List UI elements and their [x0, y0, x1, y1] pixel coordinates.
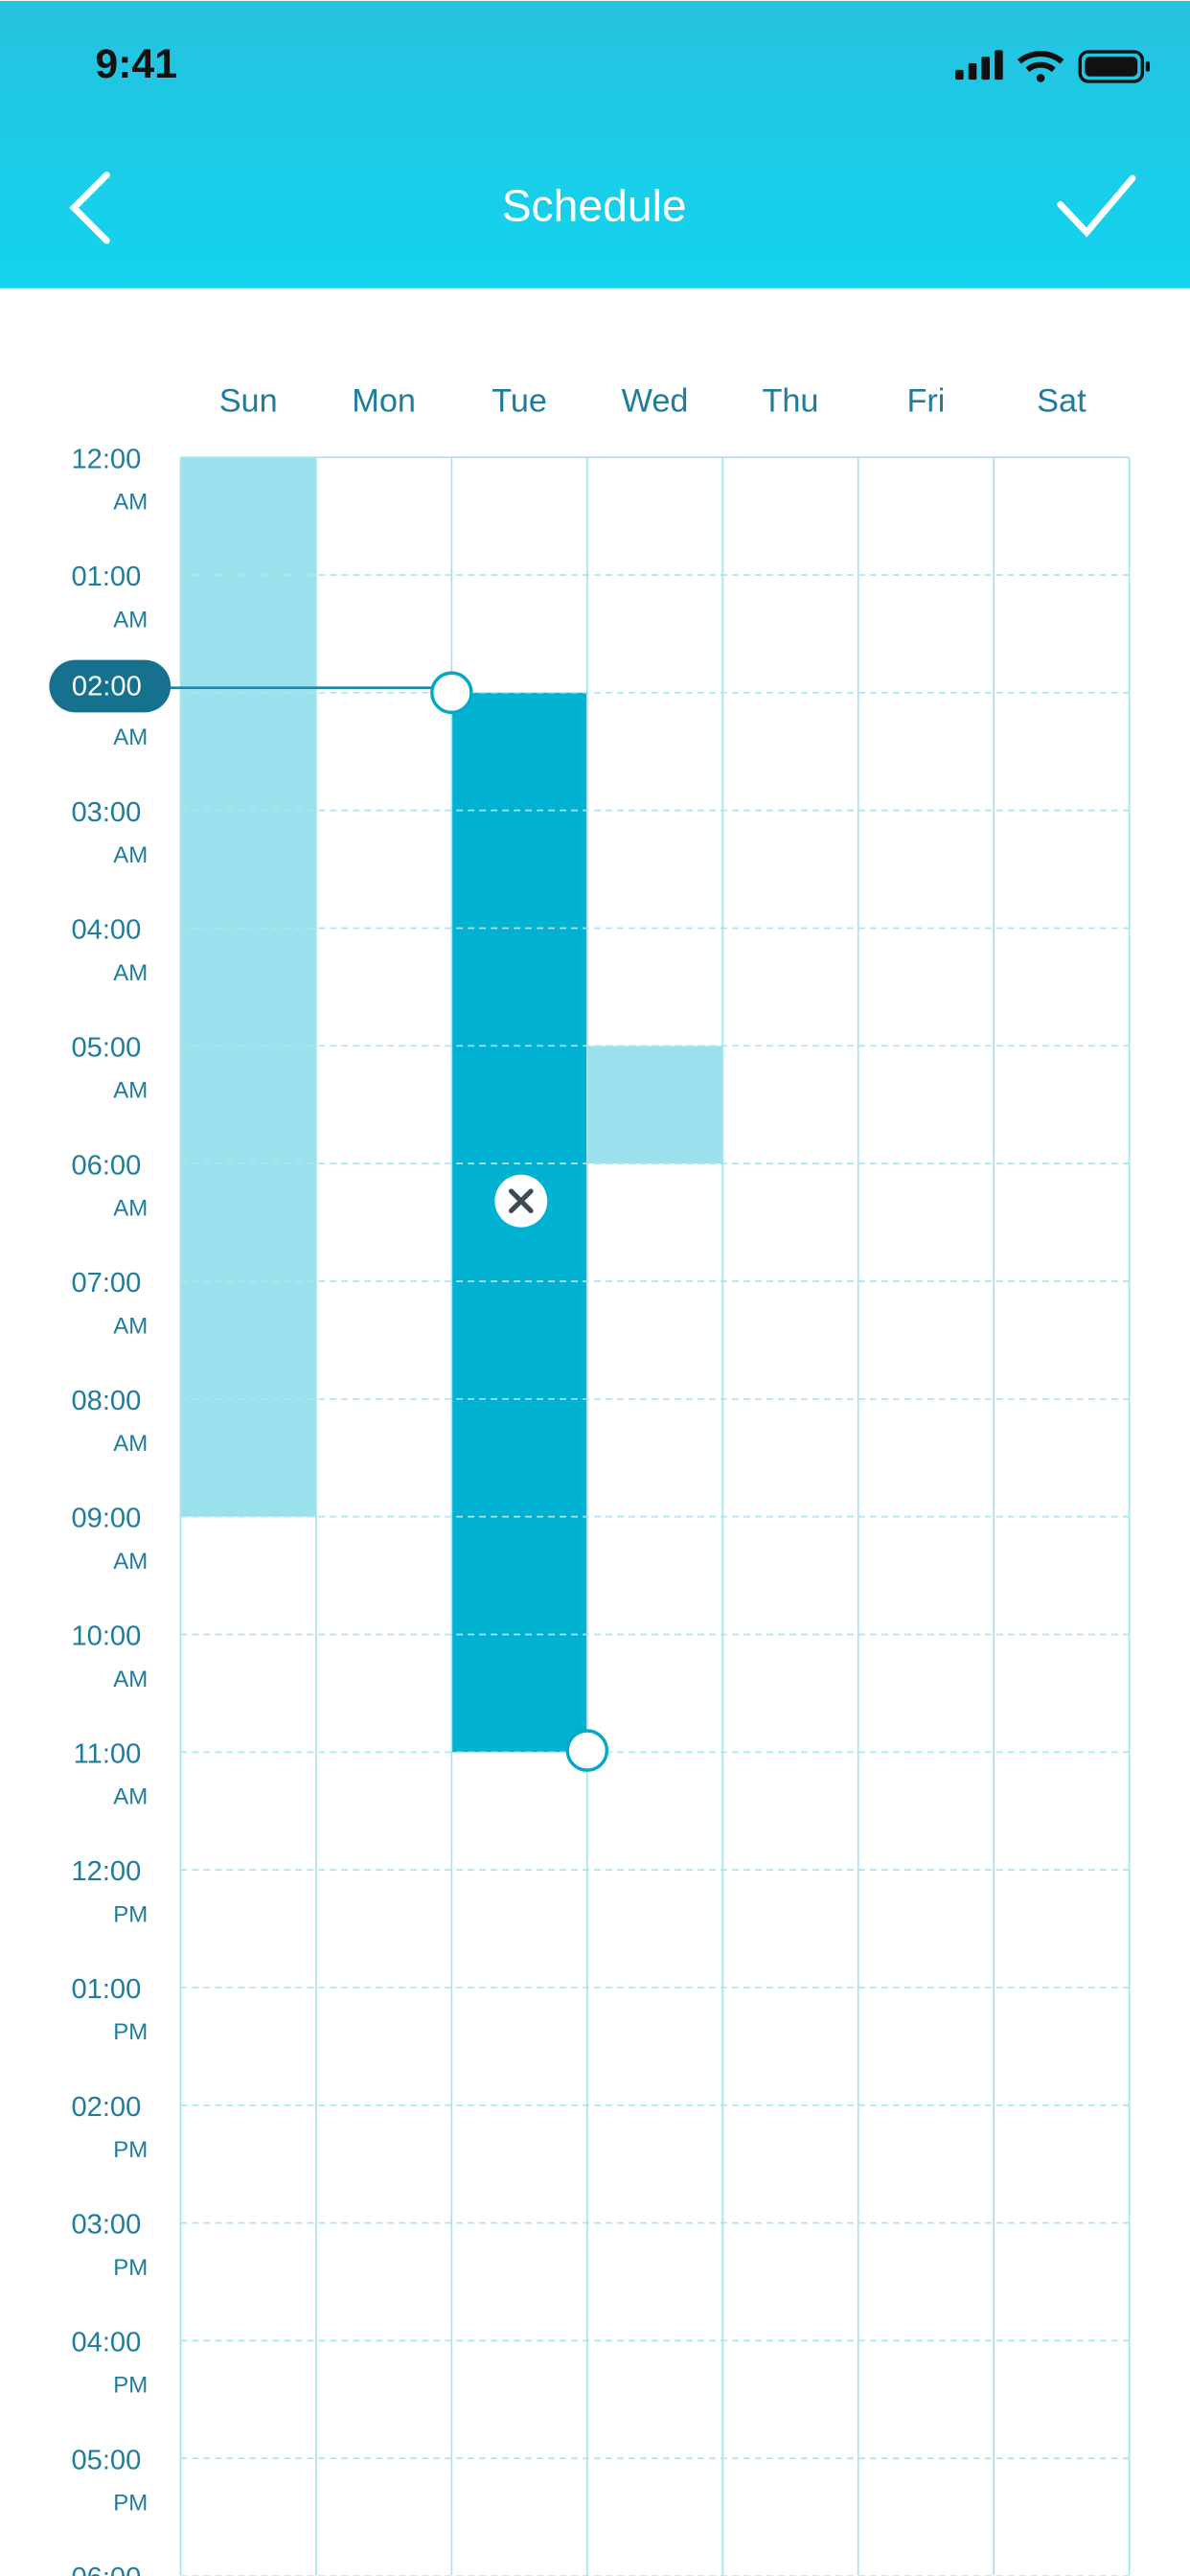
status-time: 9:41: [95, 41, 177, 87]
period-label: PM: [113, 2255, 148, 2281]
period-label: AM: [113, 1313, 148, 1339]
period-label: PM: [113, 2373, 148, 2399]
period-label: AM: [113, 489, 148, 515]
period-label: AM: [113, 1784, 148, 1810]
header-bar: [0, 0, 1190, 288]
time-label: 12:00: [71, 444, 141, 474]
period-label: AM: [113, 1549, 148, 1575]
back-button[interactable]: [69, 172, 110, 244]
day-label: Sun: [219, 383, 278, 420]
time-label: 11:00: [74, 1738, 142, 1769]
period-label: AM: [113, 1078, 148, 1104]
time-label: 01:00: [71, 562, 141, 592]
day-label: Mon: [352, 383, 416, 420]
status-icons: [955, 50, 1151, 83]
time-label: 03:00: [71, 797, 141, 828]
time-label: 12:00: [71, 1856, 141, 1887]
delete-icon: [508, 1188, 534, 1214]
time-label: 06:00: [71, 2563, 141, 2576]
period-label: PM: [113, 2491, 148, 2517]
day-label: Thu: [762, 383, 818, 420]
time-label: 04:00: [71, 915, 141, 946]
time-label: 10:00: [71, 1622, 141, 1652]
time-label: 06:00: [71, 1150, 141, 1181]
period-label: AM: [113, 842, 148, 868]
day-label: Fri: [906, 383, 945, 420]
time-label: 02:00: [71, 2092, 141, 2123]
time-label: 03:00: [71, 2210, 141, 2241]
selection-label: 02:00: [72, 671, 142, 702]
time-label: 05:00: [71, 2445, 141, 2475]
time-label: 04:00: [71, 2328, 141, 2358]
period-label: AM: [113, 1195, 148, 1221]
header-title: Schedule: [502, 181, 687, 231]
day-label: Tue: [492, 383, 547, 420]
period-label: AM: [113, 960, 148, 986]
period-label: PM: [113, 2019, 148, 2045]
end-handle[interactable]: [565, 1729, 609, 1772]
period-label: AM: [113, 724, 148, 750]
schedule-block[interactable]: [180, 457, 316, 1517]
start-handle[interactable]: [430, 671, 473, 715]
period-label: AM: [113, 1431, 148, 1457]
day-label: Sat: [1037, 383, 1087, 420]
time-label: 09:00: [71, 1504, 141, 1534]
schedule-block[interactable]: [586, 1046, 723, 1164]
confirm-button[interactable]: [1057, 174, 1136, 238]
time-label: 07:00: [71, 1268, 141, 1299]
time-label: 01:00: [71, 1974, 141, 2005]
time-label: 05:00: [71, 1032, 141, 1063]
period-label: PM: [113, 1901, 148, 1927]
period-label: PM: [113, 2137, 148, 2163]
day-label: Wed: [622, 383, 689, 420]
period-label: AM: [113, 607, 148, 632]
period-label: AM: [113, 1667, 148, 1692]
selection-pill: [49, 659, 172, 713]
time-label: 08:00: [71, 1386, 141, 1416]
